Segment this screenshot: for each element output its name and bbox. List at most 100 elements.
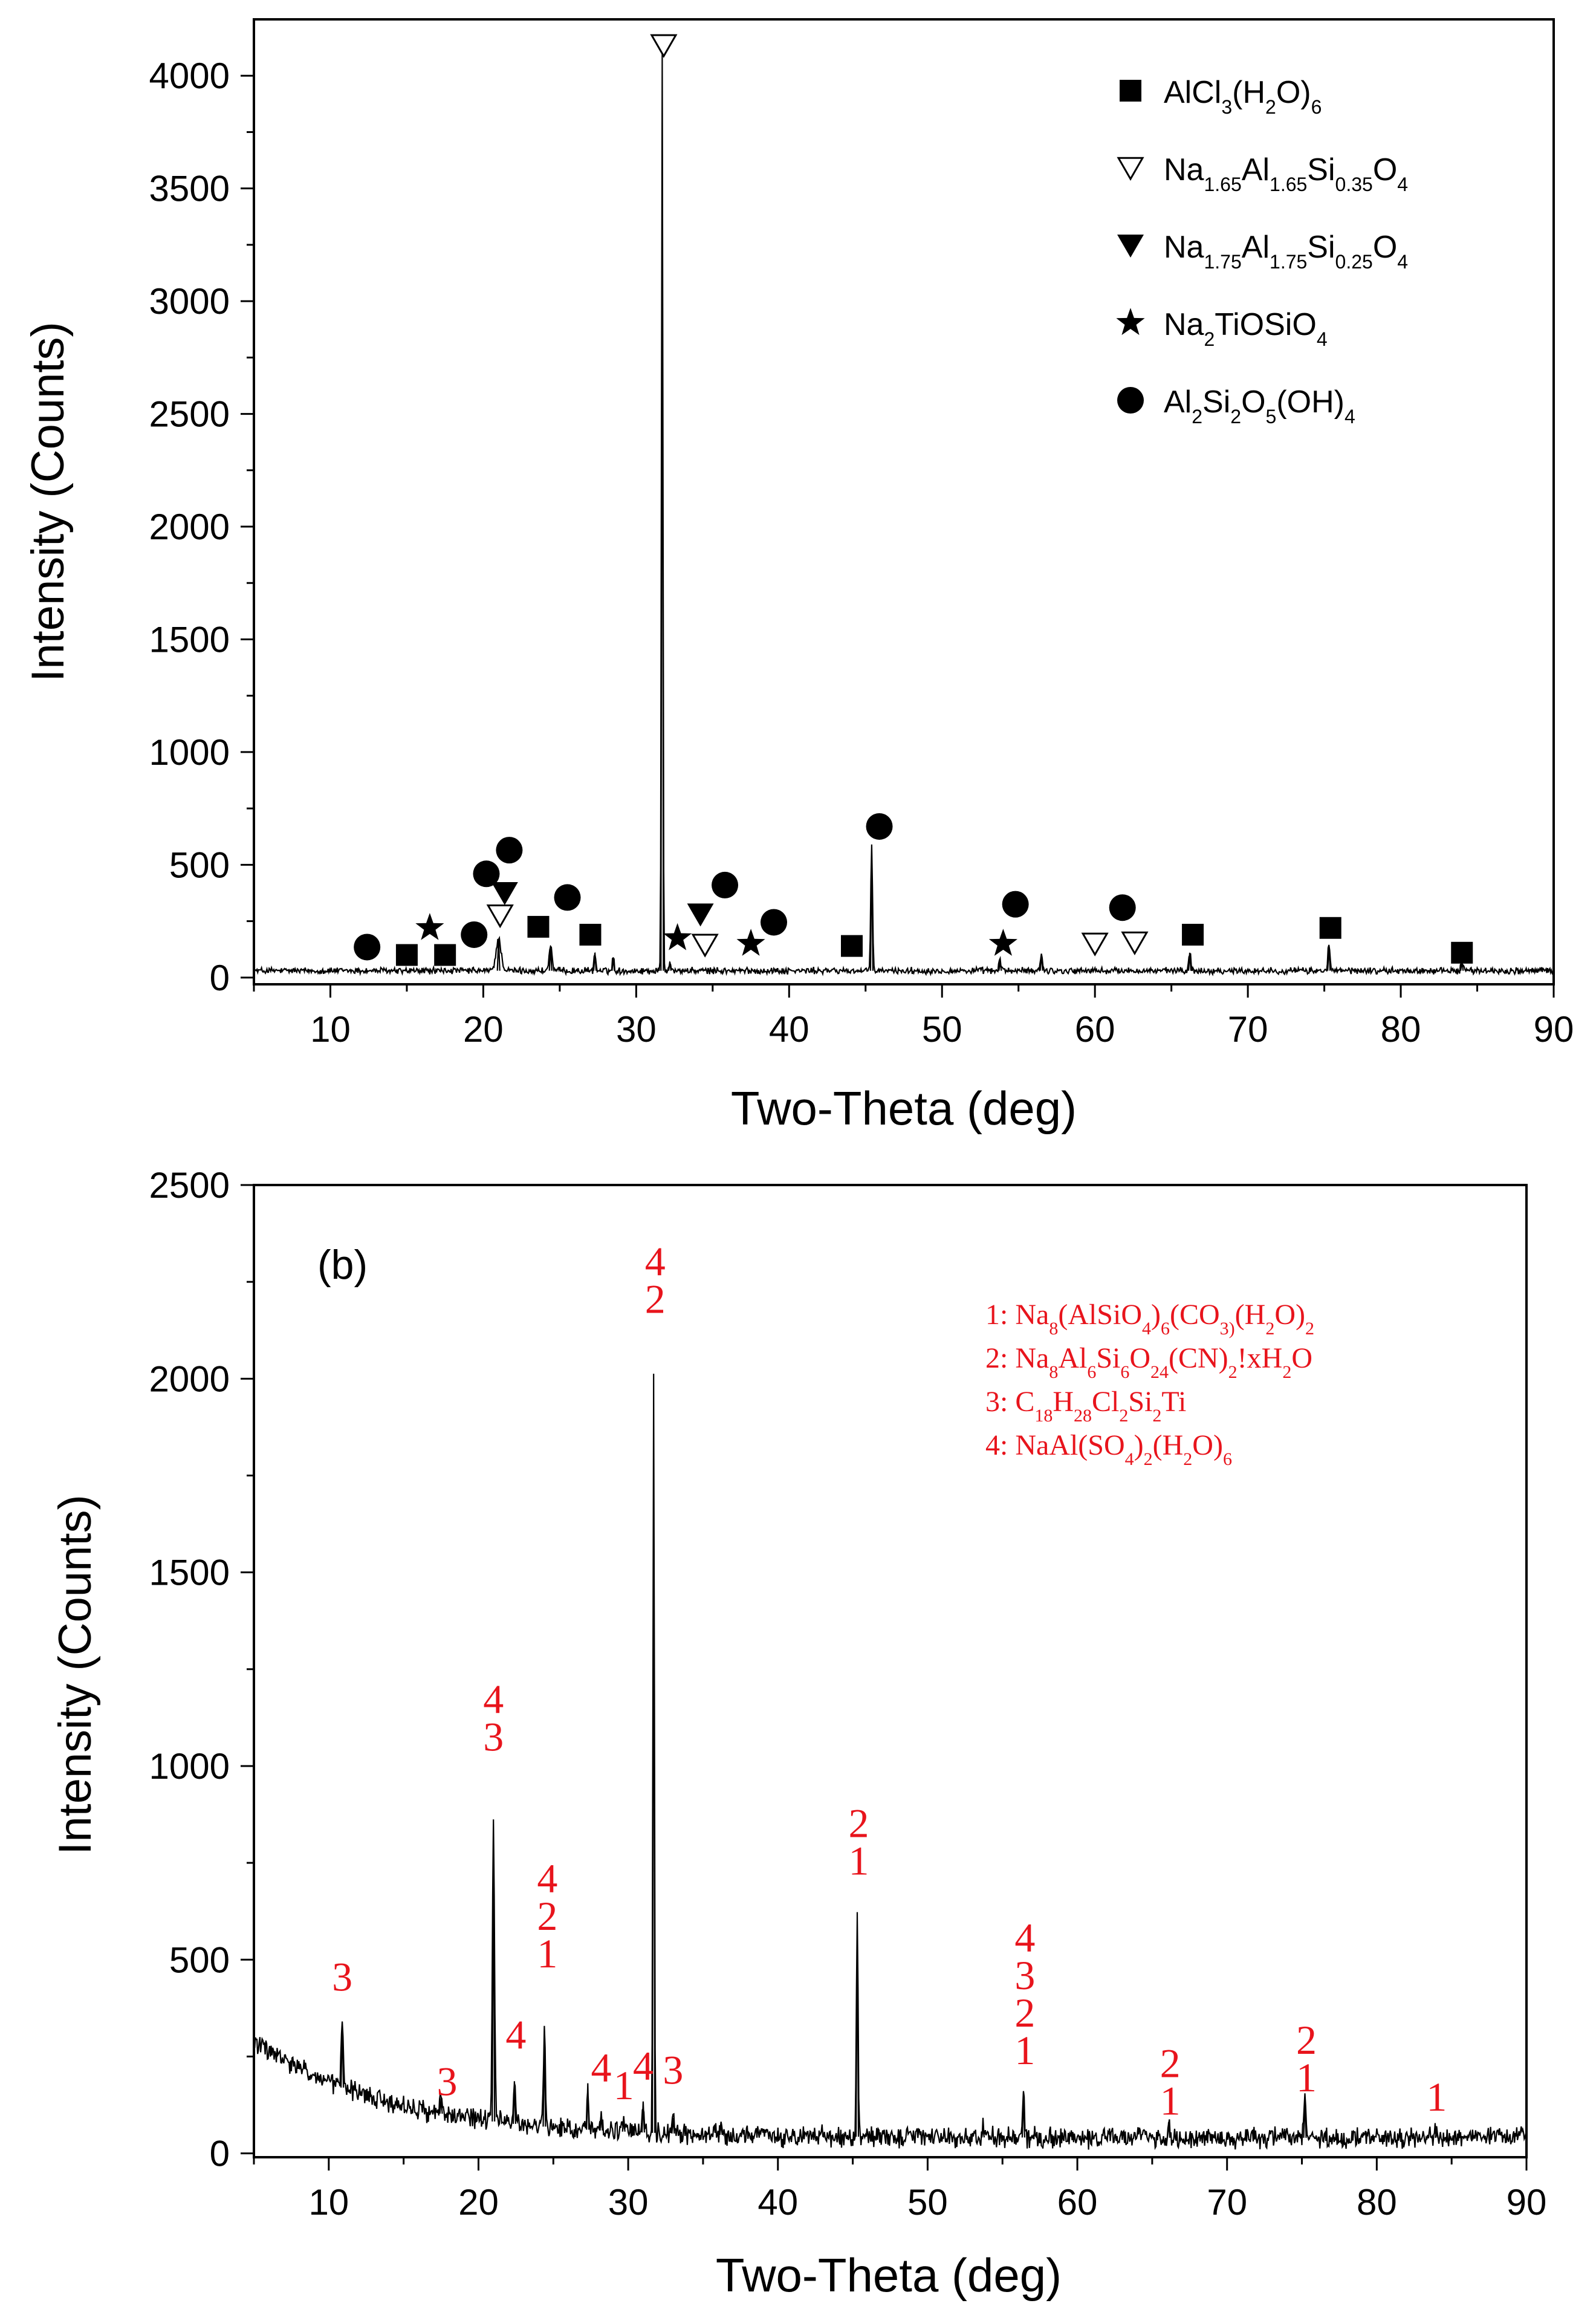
chart-panel-b: 10 20 30 40 50 60 70 80 90 0 500 1000 1500 2000 2500 3… xyxy=(50,1165,1546,2302)
chart-a-legend-symbol-star xyxy=(1116,308,1145,336)
chart-panel-a: 10 20 30 40 50 60 70 80 90 0 500 1000 1500 2000 2500 30… xyxy=(22,18,1574,1135)
chart-a-x-tick-label: 70 xyxy=(1228,1009,1268,1050)
chart-a-x-tick-label: 90 xyxy=(1534,1009,1574,1050)
chart-a-x-tick-label: 80 xyxy=(1381,1009,1421,1050)
chart-a-marker-circle xyxy=(712,871,739,898)
chart-b-peak-label: 2 xyxy=(848,1800,869,1846)
chart-a-x-tick-label: 20 xyxy=(463,1009,504,1050)
chart-a-ticks: 10 20 30 40 50 60 70 80 90 0 500 1000 1500 2000 2500 30… xyxy=(149,56,1574,1050)
chart-a-legend-entry: Na1.75Al1.75Si0.25O4 xyxy=(1164,230,1408,273)
chart-b-y-tick-label: 0 xyxy=(210,2134,230,2174)
chart-b-peak-label: 4 xyxy=(483,1676,504,1722)
chart-b-x-tick-label: 50 xyxy=(907,2182,948,2223)
chart-a-legend-entry: AlCl3(H2O)6 xyxy=(1164,75,1322,118)
chart-a-y-tick-label: 2000 xyxy=(149,507,230,547)
chart-a-x-tick-label: 10 xyxy=(310,1009,351,1050)
chart-a-marker-square xyxy=(527,915,550,938)
chart-a-marker-square xyxy=(434,944,456,966)
chart-a-marker-square xyxy=(841,935,863,957)
chart-b-peak-label: 2 xyxy=(645,1276,666,1322)
chart-b-x-tick-label: 20 xyxy=(458,2182,499,2223)
chart-a-marker-triangle-down-open xyxy=(650,34,678,58)
chart-a-legend-entry: Al2Si2O5(OH)4 xyxy=(1164,385,1355,427)
chart-b-peak-label: 1 xyxy=(1296,2054,1317,2100)
chart-a-y-tick-label: 4000 xyxy=(149,56,230,96)
chart-a-y-tick-label: 2500 xyxy=(149,394,230,435)
chart-b-legend: 1: Na8(AlSiO4)6(CO3)(H2O)22: Na8Al6Si6O2… xyxy=(985,1299,1314,1469)
chart-b-peak-label: 1 xyxy=(848,1837,869,1883)
chart-a-frame xyxy=(253,18,1555,986)
chart-b-panel-label: (b) xyxy=(317,1242,368,1288)
chart-a-marker-circle xyxy=(554,884,581,911)
chart-a-marker-star xyxy=(415,913,444,940)
chart-a-legend-symbol-square xyxy=(1120,80,1141,102)
chart-a-marker-triangle-down-open xyxy=(486,904,514,929)
chart-b-y-tick-label: 1000 xyxy=(149,1746,230,1787)
chart-b-peak-label: 3 xyxy=(1014,1952,1035,1998)
chart-b-legend-entry: 2: Na8Al6Si6O24(CN)2!xH2O xyxy=(985,1342,1312,1382)
chart-a-x-tick-label: 60 xyxy=(1075,1009,1115,1050)
chart-a-legend-symbol-triangle-down xyxy=(1117,235,1144,258)
chart-b-peak-label: 1 xyxy=(1160,2078,1181,2124)
chart-b-peak-label: 2 xyxy=(1296,2017,1317,2063)
chart-a-marker-square xyxy=(1182,923,1204,946)
chart-b-peak-label: 4 xyxy=(645,1238,666,1284)
chart-a-marker-square xyxy=(395,944,418,966)
chart-b-peak-label: 1 xyxy=(614,2062,634,2108)
chart-b-legend-entry: 1: Na8(AlSiO4)6(CO3)(H2O)2 xyxy=(985,1299,1314,1339)
chart-a-legend-symbol-circle xyxy=(1117,387,1144,414)
chart-b-x-tick-label: 40 xyxy=(757,2182,798,2223)
chart-a-marker-square xyxy=(1319,917,1341,939)
chart-b-x-tick-label: 60 xyxy=(1057,2182,1098,2223)
chart-a-y-tick-label: 1500 xyxy=(149,619,230,660)
chart-a-marker-circle xyxy=(761,909,787,936)
chart-b-peak-label: 2 xyxy=(1160,2041,1181,2086)
chart-a-marker-circle xyxy=(1109,894,1136,921)
chart-a-x-tick-label: 50 xyxy=(922,1009,962,1050)
chart-a-marker-circle xyxy=(496,837,523,864)
chart-a-phase-markers xyxy=(354,34,1473,966)
chart-a-marker-star xyxy=(988,929,1017,956)
chart-b-peak-label: 4 xyxy=(537,1856,557,1901)
chart-b-peak-label: 1 xyxy=(1426,2074,1447,2120)
chart-a-marker-triangle-down-open xyxy=(1121,931,1149,956)
chart-b-x-tick-label: 70 xyxy=(1207,2182,1247,2223)
chart-b-peak-label: 3 xyxy=(332,1954,352,2000)
chart-b-legend-entry: 3: C18H28Cl2Si2Ti xyxy=(985,1386,1186,1426)
chart-b-y-tick-label: 1500 xyxy=(149,1553,230,1593)
chart-a-y-tick-label: 500 xyxy=(169,845,230,885)
chart-a-x-tick-label: 30 xyxy=(616,1009,657,1050)
chart-b-x-tick-label: 90 xyxy=(1507,2182,1547,2223)
chart-a-y-tick-label: 3000 xyxy=(149,281,230,322)
chart-b-peak-label: 1 xyxy=(537,1930,557,1976)
chart-b-x-axis-label: Two-Theta (deg) xyxy=(716,2249,1062,2302)
chart-a-y-tick-label: 3500 xyxy=(149,169,230,209)
chart-a-x-tick-label: 40 xyxy=(769,1009,809,1050)
chart-a-marker-star xyxy=(663,923,692,950)
chart-b-x-tick-label: 10 xyxy=(308,2182,349,2223)
chart-b-peak-label: 2 xyxy=(1014,1990,1035,2036)
chart-b-legend-entry: 4: NaAl(SO4)2(H2O)6 xyxy=(985,1429,1232,1469)
chart-a-legend-entry: Na2TiOSiO4 xyxy=(1164,307,1328,350)
chart-b-y-tick-label: 2500 xyxy=(149,1165,230,1206)
chart-a-marker-circle xyxy=(354,934,381,961)
chart-a-marker-circle xyxy=(473,860,500,888)
chart-b-y-tick-label: 500 xyxy=(169,1940,230,1980)
chart-a-marker-triangle-down-open xyxy=(691,934,719,958)
chart-b-peak-label: 3 xyxy=(483,1713,504,1759)
chart-a-legend-symbol-triangle-down-open xyxy=(1117,157,1144,181)
chart-b-peak-label: 4 xyxy=(1014,1915,1035,1961)
chart-a-marker-square xyxy=(579,923,602,946)
chart-a-marker-circle xyxy=(866,813,893,840)
chart-a-marker-triangle-down xyxy=(687,903,714,927)
chart-b-peak-label: 2 xyxy=(537,1893,557,1939)
chart-b-frame xyxy=(253,1184,1528,2158)
chart-a-x-axis-label: Two-Theta (deg) xyxy=(731,1082,1077,1135)
chart-b-peak-label: 3 xyxy=(436,2058,457,2104)
chart-b-y-tick-label: 2000 xyxy=(149,1359,230,1399)
chart-a-legend-entry: Na1.65Al1.65Si0.35O4 xyxy=(1164,152,1408,195)
chart-a-legend: AlCl3(H2O)6 Na1.65Al1.65Si0.35O4 Na1.75Al1… xyxy=(1116,75,1408,427)
chart-b-x-tick-label: 80 xyxy=(1357,2182,1397,2223)
chart-a-marker-circle xyxy=(1002,891,1029,918)
